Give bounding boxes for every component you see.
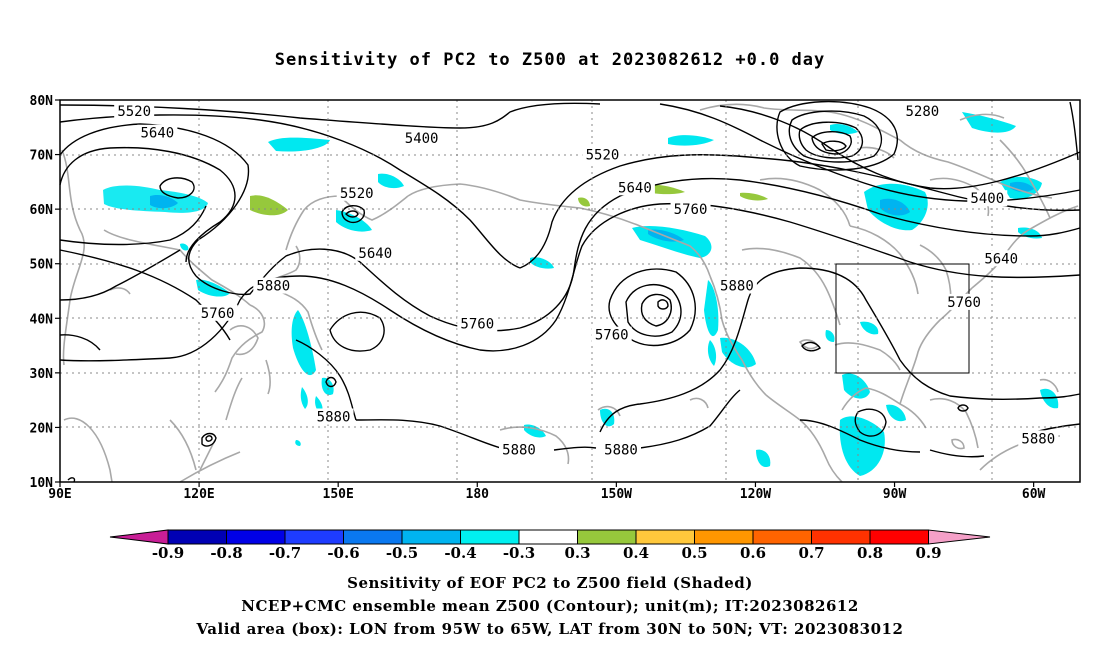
lat-tick-label: 30N bbox=[30, 367, 54, 382]
colorbar-segment bbox=[811, 529, 871, 545]
lat-tick-label: 70N bbox=[30, 149, 54, 164]
footer-line-contour: NCEP+CMC ensemble mean Z500 (Contour); u… bbox=[241, 597, 859, 615]
colorbar-label: -0.5 bbox=[386, 544, 418, 562]
colorbar-label: -0.3 bbox=[503, 544, 535, 562]
colorbar-segment bbox=[460, 529, 520, 545]
colorbar-segment bbox=[401, 529, 461, 545]
colorbar-label: 0.6 bbox=[740, 544, 766, 562]
z500-contours bbox=[59, 100, 1081, 483]
lon-tick-label: 60W bbox=[1022, 487, 1046, 502]
lat-tick-label: 60N bbox=[30, 203, 54, 218]
contour-value-label: 5640 bbox=[358, 246, 392, 262]
colorbar-label: -0.7 bbox=[269, 544, 301, 562]
longitude-axis: 90E 120E 150E 180 150W 120W 90W 60W bbox=[48, 482, 1046, 502]
colorbar-high-end bbox=[928, 529, 991, 545]
contour-value-label: 5520 bbox=[586, 148, 620, 164]
colorbar: -0.9 -0.8 -0.7 -0.6 -0.5 -0.4 -0.3 0.3 0.4 0.5 0.6… bbox=[109, 529, 991, 562]
colorbar-label: -0.6 bbox=[327, 544, 359, 562]
valid-area-box bbox=[835, 263, 970, 374]
contour-value-label: 5400 bbox=[970, 191, 1004, 207]
map-title: Sensitivity of PC2 to Z500 at 2023082612… bbox=[274, 50, 826, 70]
colorbar-low-end bbox=[109, 529, 169, 545]
lon-tick-label: 120W bbox=[740, 487, 771, 502]
contour-value-label: 5880 bbox=[604, 442, 638, 458]
colorbar-segment bbox=[752, 529, 812, 545]
colorbar-label: -0.4 bbox=[444, 544, 476, 562]
colorbar-segment bbox=[518, 529, 578, 545]
contour-value-label: 5880 bbox=[1021, 431, 1055, 447]
contour-value-label: 5880 bbox=[502, 442, 536, 458]
contour-value-label: 5760 bbox=[674, 202, 708, 218]
colorbar-label: -0.9 bbox=[152, 544, 184, 562]
colorbar-segment bbox=[869, 529, 929, 545]
lon-tick-label: 150E bbox=[323, 487, 354, 502]
contour-value-label: 5640 bbox=[984, 251, 1018, 267]
contour-value-label: 5520 bbox=[340, 186, 374, 202]
colorbar-label: 0.5 bbox=[681, 544, 707, 562]
colorbar-label: 0.8 bbox=[857, 544, 883, 562]
contour-value-label: 5640 bbox=[141, 126, 175, 142]
latitude-axis: 80N 70N 60N 50N 40N 30N 20N 10N bbox=[30, 94, 60, 491]
plot-frame bbox=[59, 99, 1081, 483]
colorbar-segment bbox=[694, 529, 754, 545]
contour-value-label: 5880 bbox=[720, 279, 754, 295]
colorbar-segment bbox=[226, 529, 286, 545]
contour-value-label: 5760 bbox=[947, 295, 981, 311]
lat-tick-label: 10N bbox=[30, 476, 54, 491]
contour-value-label: 5760 bbox=[460, 317, 494, 333]
contour-value-label: 5760 bbox=[201, 306, 235, 322]
footer-line-valid-area: Valid area (box): LON from 95W to 65W, L… bbox=[196, 620, 904, 638]
lon-tick-label: 120E bbox=[183, 487, 214, 502]
colorbar-segment bbox=[167, 529, 227, 545]
lat-tick-label: 80N bbox=[30, 94, 54, 109]
contour-value-label: 5760 bbox=[595, 328, 629, 344]
contour-value-label: 5400 bbox=[405, 131, 439, 147]
lat-tick-label: 40N bbox=[30, 312, 54, 327]
lon-tick-label: 150W bbox=[601, 487, 632, 502]
lat-tick-label: 20N bbox=[30, 421, 54, 436]
contour-value-label: 5640 bbox=[618, 180, 652, 196]
contour-value-label: 5880 bbox=[256, 279, 290, 295]
colorbar-segment bbox=[343, 529, 403, 545]
colorbar-label: -0.8 bbox=[210, 544, 242, 562]
lat-tick-label: 50N bbox=[30, 258, 54, 273]
colorbar-label: 0.4 bbox=[623, 544, 649, 562]
colorbar-segment bbox=[577, 529, 637, 545]
colorbar-segment bbox=[635, 529, 695, 545]
colorbar-label: 0.3 bbox=[564, 544, 590, 562]
colorbar-label: 0.7 bbox=[798, 544, 824, 562]
contour-label-layer: 5520 5640 5400 5520 5640 5520 5640 5760 5280 5400… bbox=[114, 102, 1059, 458]
lon-tick-label: 90E bbox=[48, 487, 71, 502]
contour-value-label: 5280 bbox=[906, 104, 940, 120]
footer-line-shaded: Sensitivity of EOF PC2 to Z500 field (Sh… bbox=[347, 574, 753, 592]
colorbar-segment bbox=[284, 529, 344, 545]
colorbar-label: 0.9 bbox=[915, 544, 941, 562]
lon-tick-label: 180 bbox=[466, 487, 490, 502]
lon-tick-label: 90W bbox=[883, 487, 907, 502]
contour-value-label: 5880 bbox=[317, 410, 351, 426]
contour-value-label: 5520 bbox=[117, 104, 151, 120]
coastlines bbox=[61, 103, 1079, 483]
